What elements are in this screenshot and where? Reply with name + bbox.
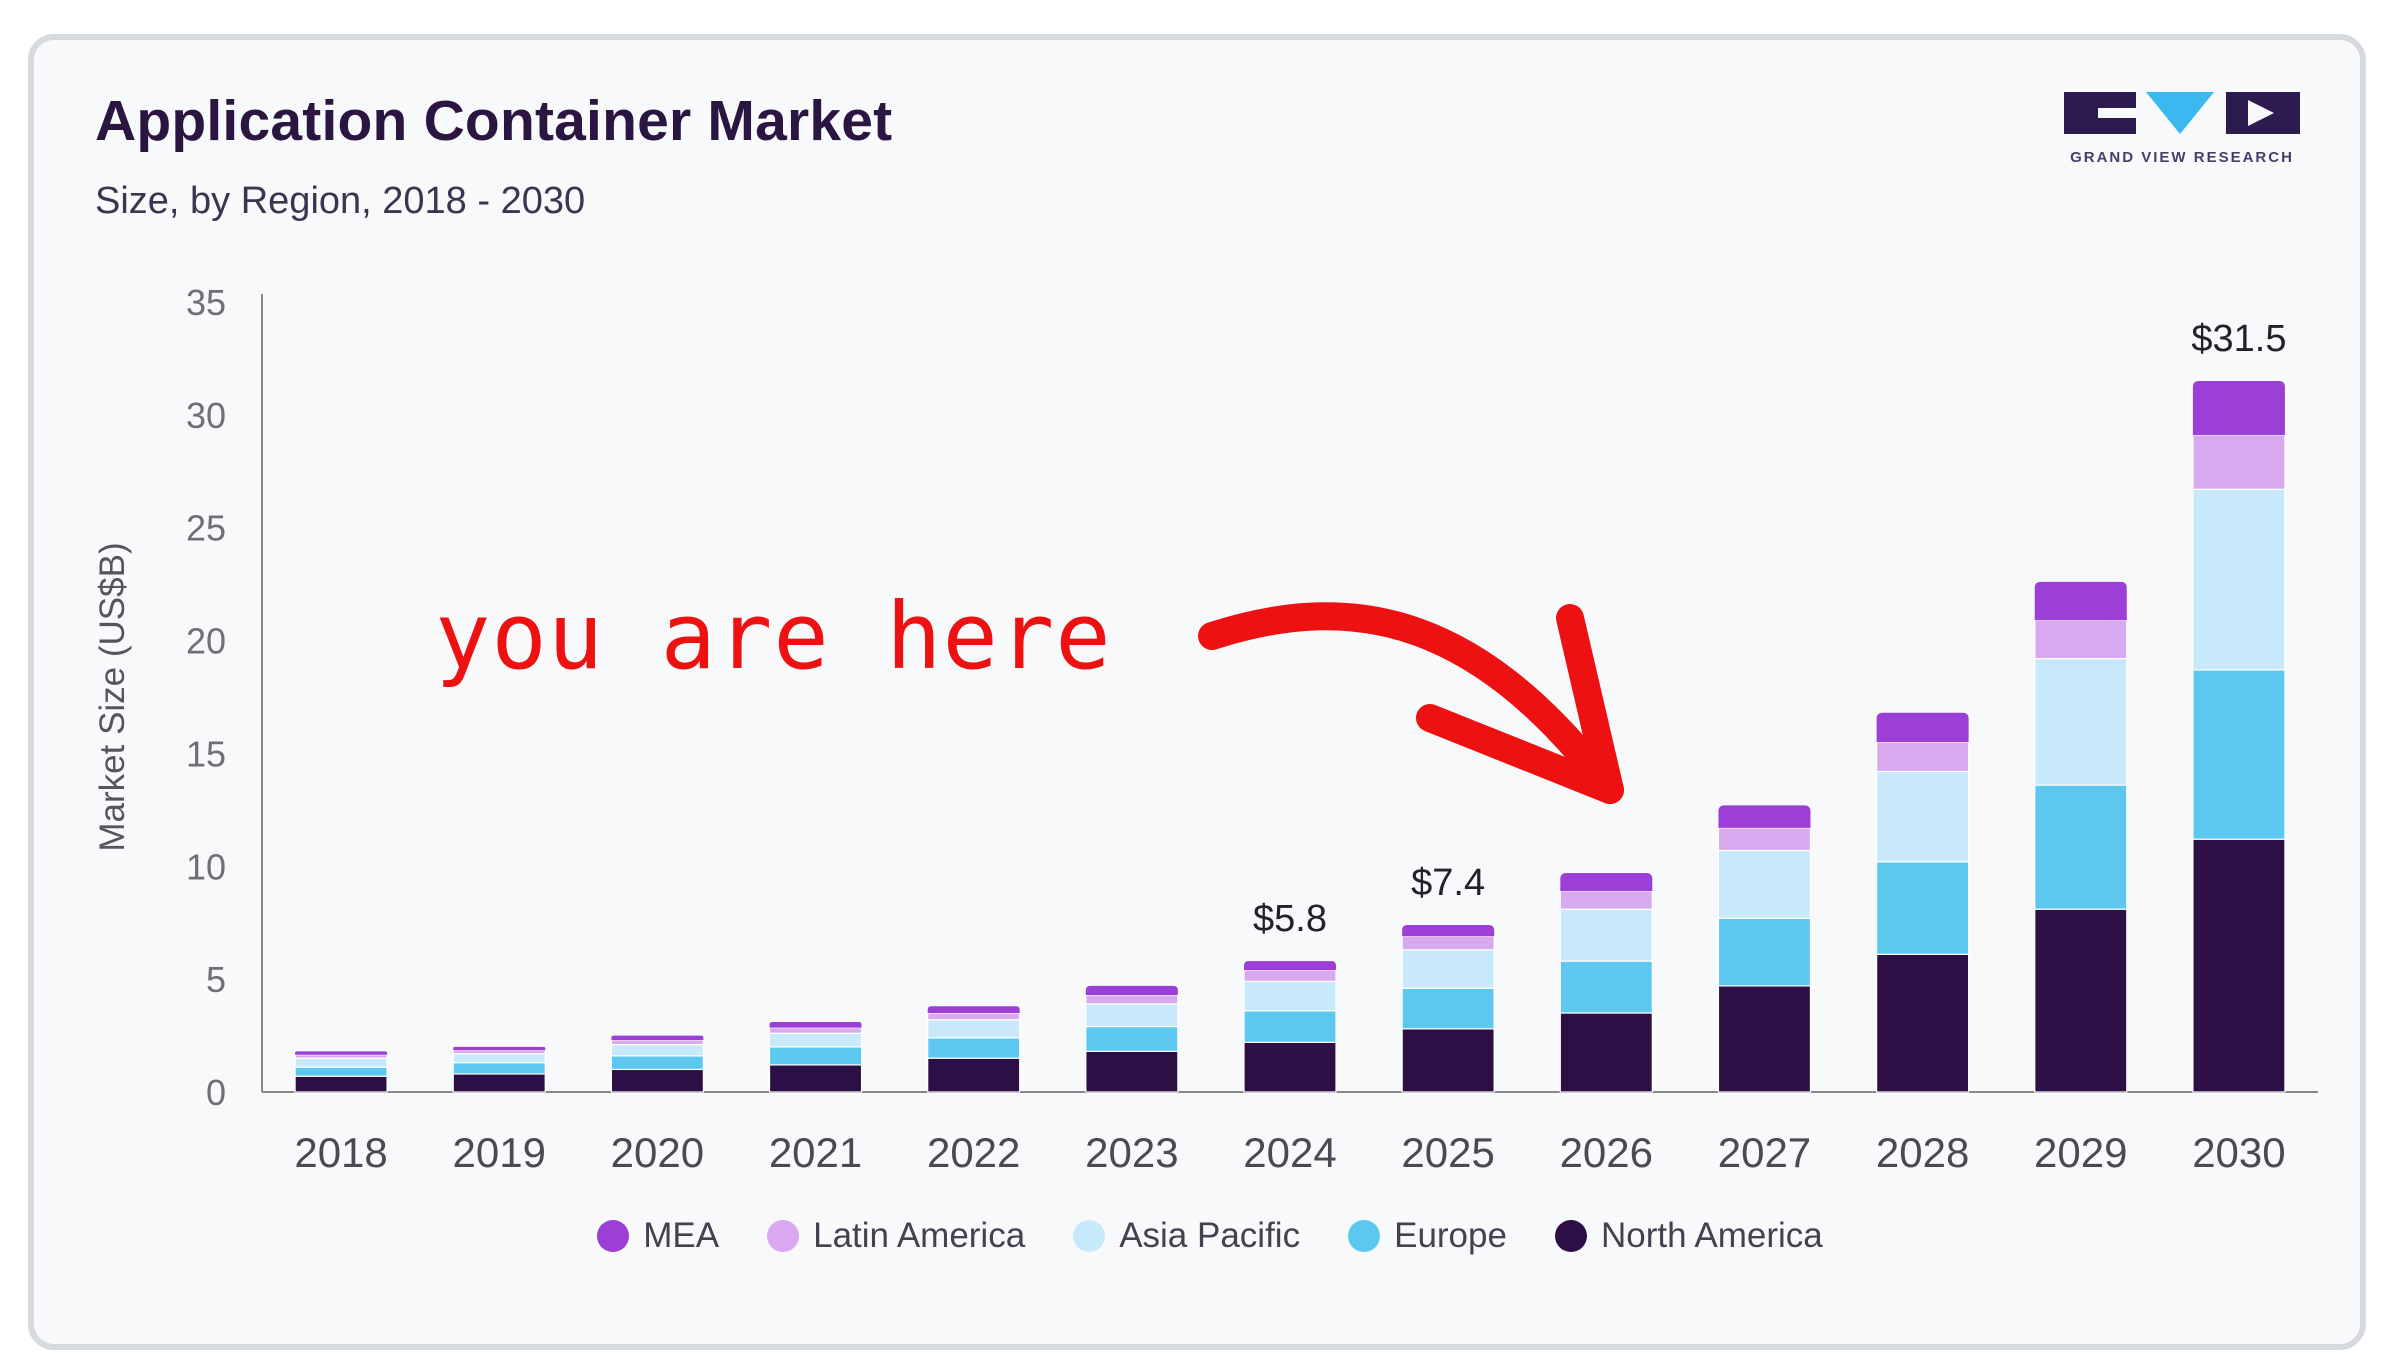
- x-tick-label: 2028: [1876, 1129, 1969, 1176]
- bar-segment-mea: [611, 1035, 704, 1041]
- x-tick-label: 2024: [1243, 1129, 1336, 1176]
- logo-triangle: [2146, 92, 2214, 134]
- y-tick-label: 5: [206, 959, 226, 1000]
- you-are-here-annotation: you are here: [435, 583, 1112, 690]
- bar-segment-mea: [1402, 924, 1495, 937]
- bar-segment-mea: [295, 1051, 388, 1055]
- legend-swatch: [1348, 1220, 1381, 1252]
- y-axis-label: Market Size (US$B): [93, 542, 132, 851]
- bar-segment-latin-america: [1876, 741, 1970, 773]
- x-tick-label: 2026: [1560, 1129, 1653, 1176]
- bar-segment-latin-america: [2034, 619, 2128, 660]
- bar-segment-asia-pacific: [2192, 488, 2286, 671]
- chart-card: [28, 34, 2366, 1350]
- legend-item-asia-pacific: Asia Pacific: [1073, 1216, 1300, 1256]
- bar-segment-mea: [1244, 961, 1336, 971]
- legend-label: North America: [1600, 1216, 1823, 1255]
- x-tick-label: 2027: [1718, 1129, 1811, 1176]
- legend-label: Asia Pacific: [1119, 1216, 1301, 1255]
- bar-segment-mea: [2192, 381, 2285, 436]
- logo-right-notch: [2248, 100, 2274, 126]
- bar-segment-asia-pacific: [1243, 980, 1337, 1012]
- legend-swatch: [597, 1220, 630, 1252]
- bar-segment-mea: [1718, 805, 1811, 828]
- bar-segment-north-america: [1559, 1012, 1653, 1093]
- bar-segment-mea: [1560, 873, 1653, 892]
- logo-text: GRAND VIEW RESEARCH: [2070, 149, 2294, 166]
- bar-segment-mea: [453, 1046, 546, 1051]
- bar-segment-mea: [1876, 712, 1969, 743]
- logo-left-notch: [2098, 108, 2136, 118]
- bar-segment-north-america: [2192, 838, 2286, 1093]
- bar-segment-europe: [1085, 1025, 1179, 1052]
- legend-label: Latin America: [813, 1216, 1026, 1255]
- x-tick-label: 2023: [1085, 1129, 1178, 1176]
- data-label: $7.4: [1411, 862, 1485, 904]
- x-tick-label: 2025: [1401, 1129, 1494, 1176]
- legend-swatch: [767, 1220, 800, 1252]
- bar-segment-asia-pacific: [1876, 770, 1970, 863]
- legend-swatch: [1554, 1220, 1587, 1252]
- y-tick-label: 10: [186, 846, 226, 887]
- y-tick-label: 20: [186, 621, 226, 662]
- data-label: $31.5: [2191, 318, 2286, 360]
- bar-segment-north-america: [927, 1057, 1021, 1093]
- bar-segment-europe: [1717, 917, 1812, 987]
- y-tick-label: 0: [206, 1072, 226, 1113]
- bar-segment-north-america: [1243, 1041, 1337, 1093]
- bar-segment-europe: [2192, 669, 2286, 840]
- legend-item-latin-america: Latin America: [767, 1216, 1025, 1256]
- x-tick-label: 2020: [611, 1129, 704, 1176]
- bar-segment-europe: [1401, 987, 1495, 1030]
- y-tick-label: 35: [186, 282, 226, 323]
- bar-segment-north-america: [2034, 908, 2128, 1093]
- grand-view-research-logo: [2064, 92, 2300, 134]
- y-tick-label: 25: [186, 508, 226, 549]
- legend-label: Europe: [1394, 1216, 1507, 1255]
- legend-swatch: [1073, 1220, 1106, 1252]
- legend-label: MEA: [643, 1216, 720, 1255]
- bar-segment-latin-america: [2192, 434, 2286, 490]
- x-tick-label: 2022: [927, 1129, 1020, 1176]
- y-tick-label: 15: [186, 733, 226, 774]
- legend-item-mea: MEA: [597, 1216, 719, 1256]
- chart-legend: MEA Latin America Asia Pacific Europe North …: [0, 1216, 2400, 1256]
- chart-title: Application Container Market: [95, 89, 893, 153]
- bar-segment-mea: [769, 1022, 862, 1028]
- bar-segment-asia-pacific: [1717, 849, 1812, 919]
- bar-segment-north-america: [1876, 953, 1970, 1093]
- y-tick-label: 30: [186, 395, 226, 436]
- data-label: $5.8: [1253, 898, 1327, 940]
- bar-segment-europe: [1876, 861, 1970, 955]
- x-tick-label: 2029: [2034, 1129, 2127, 1176]
- bar-segment-europe: [1243, 1010, 1337, 1043]
- bar-segment-mea: [927, 1006, 1020, 1013]
- x-tick-label: 2030: [2192, 1129, 2285, 1176]
- legend-item-europe: Europe: [1348, 1216, 1507, 1256]
- legend-item-north-america: North America: [1554, 1216, 1823, 1256]
- bar-segment-north-america: [1717, 985, 1812, 1093]
- x-tick-label: 2019: [453, 1129, 546, 1176]
- bar-segment-europe: [2034, 784, 2128, 910]
- bar-segment-mea: [1085, 985, 1178, 995]
- bar-segment-north-america: [1401, 1028, 1495, 1093]
- bar-segment-europe: [1559, 960, 1653, 1014]
- x-tick-label: 2018: [294, 1129, 387, 1176]
- bar-segment-mea: [2034, 581, 2127, 621]
- x-tick-label: 2021: [769, 1129, 862, 1176]
- chart-subtitle: Size, by Region, 2018 - 2030: [95, 180, 586, 222]
